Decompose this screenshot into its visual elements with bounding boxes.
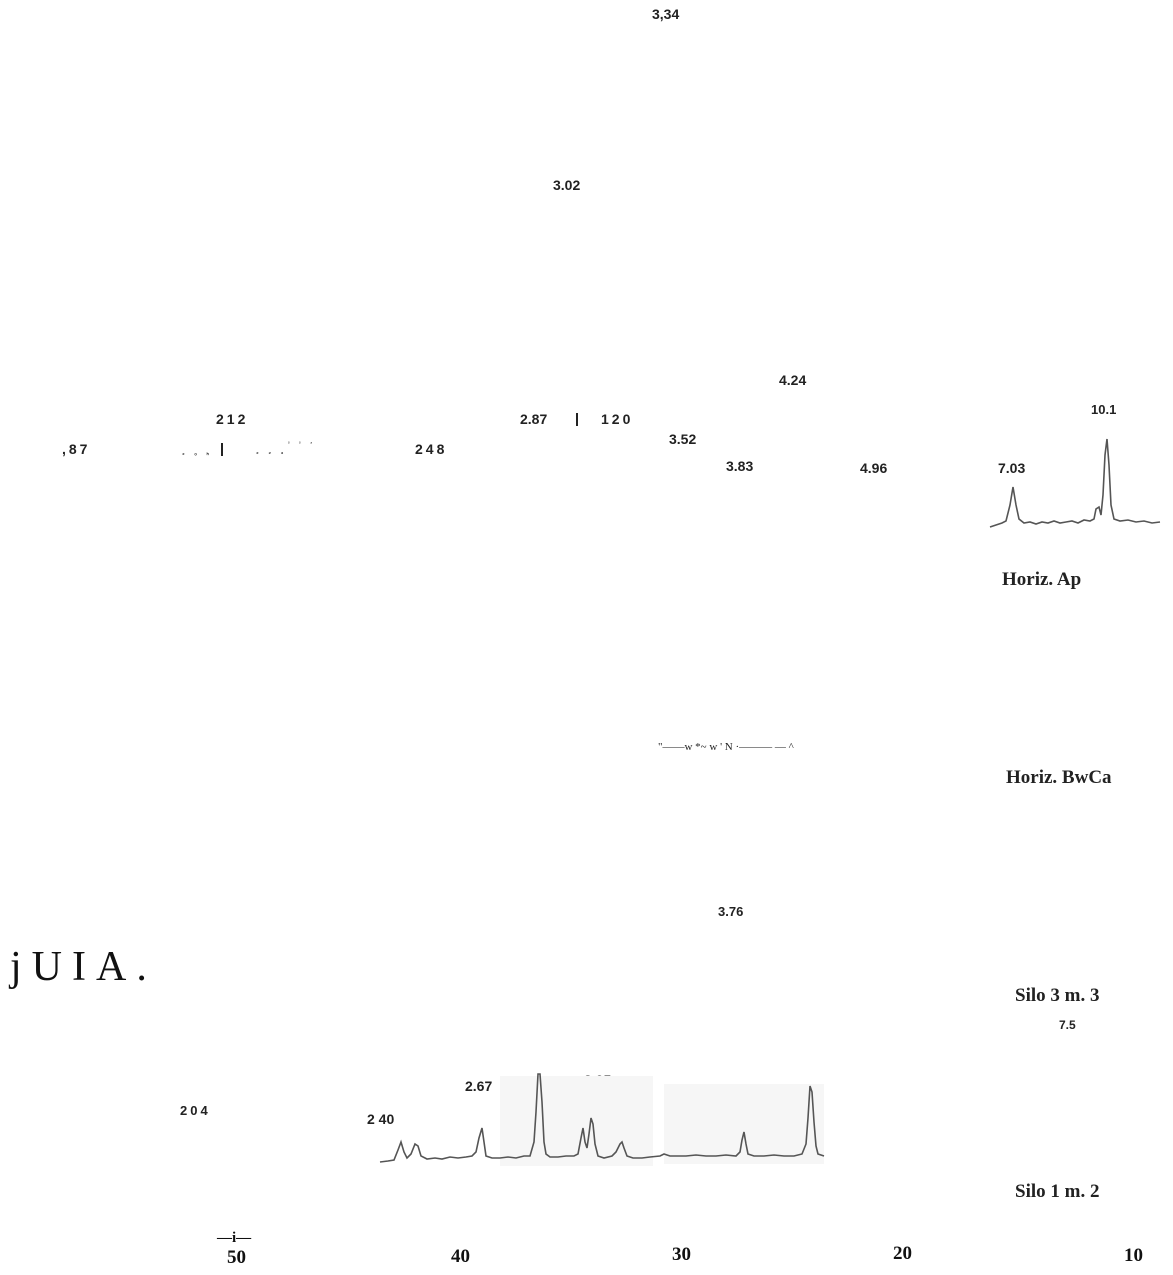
silo1-trace [380, 1072, 825, 1167]
series-label-horiz-ap: Horiz. Ap [1002, 569, 1081, 591]
peak-label-2-87: 2.87 [520, 411, 547, 427]
peak-label-3-02: 3.02 [553, 177, 580, 193]
x-tick-30: 30 [672, 1244, 691, 1266]
peak-label-212: 212 [216, 411, 248, 427]
peak-label-small-b: ₂ ₂ ₃ [256, 450, 287, 456]
peak-label-small-a: ₂ ₒ ₕ [182, 450, 213, 457]
x-tick-40: 40 [451, 1246, 470, 1268]
peak-label-3-34: 3,34 [652, 6, 679, 22]
series-label-horiz-bwca: Horiz. BwCa [1006, 767, 1112, 789]
x-tick-20: 20 [893, 1243, 912, 1265]
peak-label-7-5: 7.5 [1059, 1018, 1076, 1032]
peak-label-4-24: 4.24 [779, 372, 806, 388]
peak-label-204: 204 [180, 1103, 211, 1118]
ap-trace-fragment [988, 435, 1163, 530]
series-label-silo1: Silo 1 m. 2 [1015, 1181, 1099, 1203]
peak-label-10-1: 10.1 [1091, 402, 1116, 417]
x-mark-above-50: —i— [217, 1230, 251, 1247]
silo1-trace-line [380, 1074, 824, 1162]
scan-noise-line: "——w *~ w ' N ·——— — ^ [658, 741, 794, 753]
peak-divider-bar [576, 413, 578, 426]
peak-label-3-76: 3.76 [718, 904, 743, 919]
peak-label-small-b-sup: ² ² ⁷ [288, 441, 316, 447]
peak-label-3-83: 3.83 [726, 458, 753, 474]
x-tick-10: 10 [1124, 1245, 1143, 1267]
peak-small-bar [221, 443, 223, 456]
ap-trace-line [990, 439, 1160, 527]
peak-label-120: 120 [601, 411, 633, 427]
stray-scan-text: jUIA. [10, 943, 157, 991]
peak-label-3-52: 3.52 [669, 431, 696, 447]
peak-label-248: 248 [415, 441, 447, 457]
x-tick-50: 50 [227, 1247, 246, 1269]
peak-label-87: ,87 [62, 441, 90, 457]
series-label-silo3: Silo 3 m. 3 [1015, 985, 1099, 1007]
peak-label-4-96: 4.96 [860, 460, 887, 476]
